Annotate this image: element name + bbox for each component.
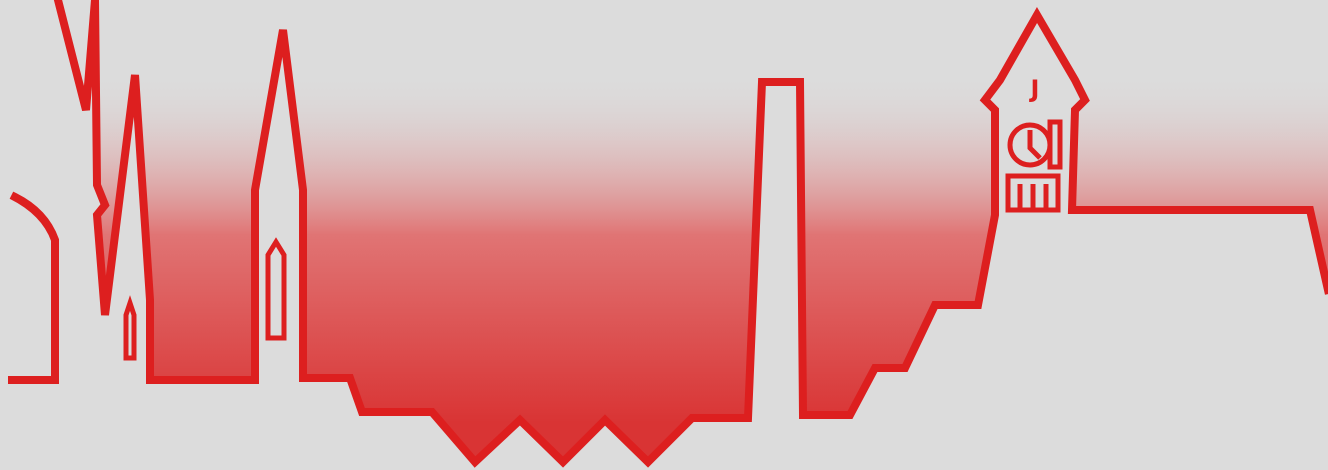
sky-gradient — [97, 0, 1328, 462]
left-arch — [8, 191, 59, 384]
clock-hands — [1027, 130, 1042, 160]
tower-bars — [1017, 184, 1049, 208]
tower-letter: J — [1029, 75, 1040, 103]
church-window — [265, 237, 287, 341]
skyline-outline — [53, 0, 1328, 468]
small-window — [123, 295, 137, 361]
clock-frame — [1047, 119, 1063, 170]
tower-base — [1005, 173, 1061, 213]
